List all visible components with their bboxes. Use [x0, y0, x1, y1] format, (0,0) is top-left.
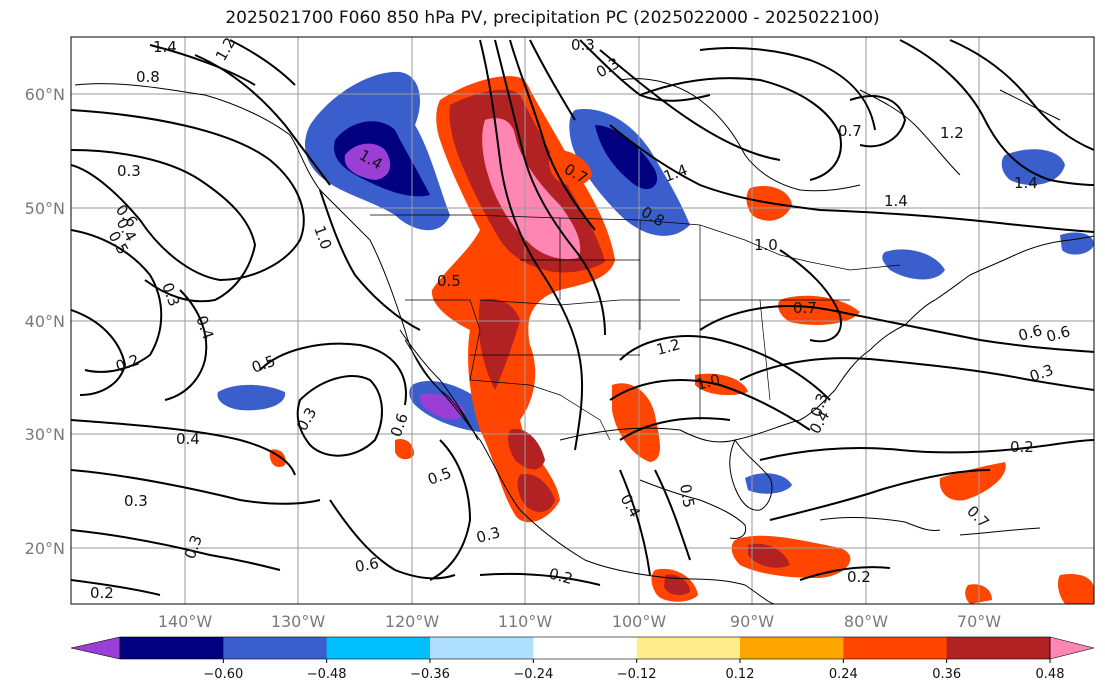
contour-label: 0.3 [474, 523, 502, 547]
figure-title: 2025021700 F060 850 hPa PV, precipitatio… [225, 8, 880, 28]
graticule [71, 37, 1094, 604]
colorbar-segment [636, 637, 741, 659]
pv-contours [71, 39, 1094, 596]
contour-label: 1.4 [884, 192, 908, 210]
colorbar-tick-label: −0.60 [203, 667, 243, 682]
colorbar-tick-label: 0.36 [932, 667, 961, 682]
colorbar-tick-label: −0.24 [513, 667, 553, 682]
colorbar-tick-label: 0.12 [726, 667, 755, 682]
contour-label: 0.3 [117, 162, 141, 180]
colorbar-tick-label: 0.24 [829, 667, 858, 682]
contour-label: 0.6 [1044, 322, 1072, 346]
lon-label-100w: 100°W [612, 612, 667, 631]
contour-label: 0.7 [838, 122, 862, 140]
lon-label-90w: 90°W [730, 612, 774, 631]
colorbar-tick-label: −0.48 [307, 667, 347, 682]
lon-label-80w: 80°W [844, 612, 888, 631]
contour-label: 0.2 [90, 584, 114, 602]
colorbar-segment [946, 637, 1051, 659]
lat-label-50: 50°N [25, 199, 65, 218]
lon-label-110w: 110°W [498, 612, 553, 631]
contour-label: 0.7 [793, 299, 817, 317]
lon-label-70w: 70°W [957, 612, 1001, 631]
coastlines [74, 78, 1094, 604]
colorbar-segment [843, 637, 948, 659]
lat-label-30: 30°N [25, 425, 65, 444]
contour-label: 0.8 [136, 68, 160, 86]
contour-label: 1.4 [153, 38, 177, 56]
colorbar-extend-low [70, 636, 121, 660]
colorbar-segment [223, 637, 328, 659]
colorbar-segment [430, 637, 534, 659]
colorbar-segment [326, 637, 431, 659]
colorbar-tick-label: −0.36 [410, 667, 450, 682]
longitude-labels: 140°W 130°W 120°W 110°W 100°W 90°W 80°W … [158, 612, 1001, 631]
contour-label: 0.2 [547, 564, 575, 588]
colorbar-extend-high [1049, 636, 1095, 660]
contour-label: 0.2 [847, 568, 871, 586]
contour-label: 0.3 [124, 492, 148, 510]
lat-label-20: 20°N [25, 539, 65, 558]
contour-labels: 1.4 1.2 0.8 0.3 0.6 1.4 0.7 1.2 0.3 0.4 … [90, 34, 1072, 602]
contour-label: 1.0 [694, 370, 722, 394]
lat-label-40: 40°N [25, 312, 65, 331]
contour-label: 0.2 [1010, 438, 1034, 456]
shaded-anomalies [217, 71, 1094, 604]
colorbar-frame [119, 636, 1051, 660]
latitude-labels: 60°N 50°N 40°N 30°N 20°N [25, 85, 65, 558]
colorbar-segment [740, 637, 844, 659]
colorbar-tick-label: 0.48 [1036, 667, 1065, 682]
map-frame [70, 36, 1095, 605]
political-borders [370, 214, 901, 441]
contour-label: 1.4 [1014, 174, 1038, 192]
contour-label: 0.5 [437, 272, 461, 290]
contour-label: 0.6 [1016, 321, 1044, 345]
lat-label-60: 60°N [25, 85, 65, 104]
colorbar-tick-label: −0.12 [617, 667, 657, 682]
lon-label-130w: 130°W [271, 612, 326, 631]
colorbar-segment [533, 637, 638, 659]
contour-label: 1.0 [754, 236, 778, 254]
contour-label: 0.4 [176, 430, 200, 448]
lon-label-140w: 140°W [158, 612, 213, 631]
contour-label: 0.3 [571, 36, 595, 54]
contour-label: 1.2 [654, 335, 682, 359]
contour-label: 0.6 [354, 554, 381, 576]
colorbar-segment [120, 637, 224, 659]
contour-label: 0.5 [676, 483, 698, 510]
contour-label: 1.2 [940, 124, 964, 142]
lon-label-120w: 120°W [385, 612, 440, 631]
colorbar: −0.60 −0.48 −0.36 −0.24 −0.12 0.12 0.24 0.36 0.4… [70, 636, 1095, 682]
